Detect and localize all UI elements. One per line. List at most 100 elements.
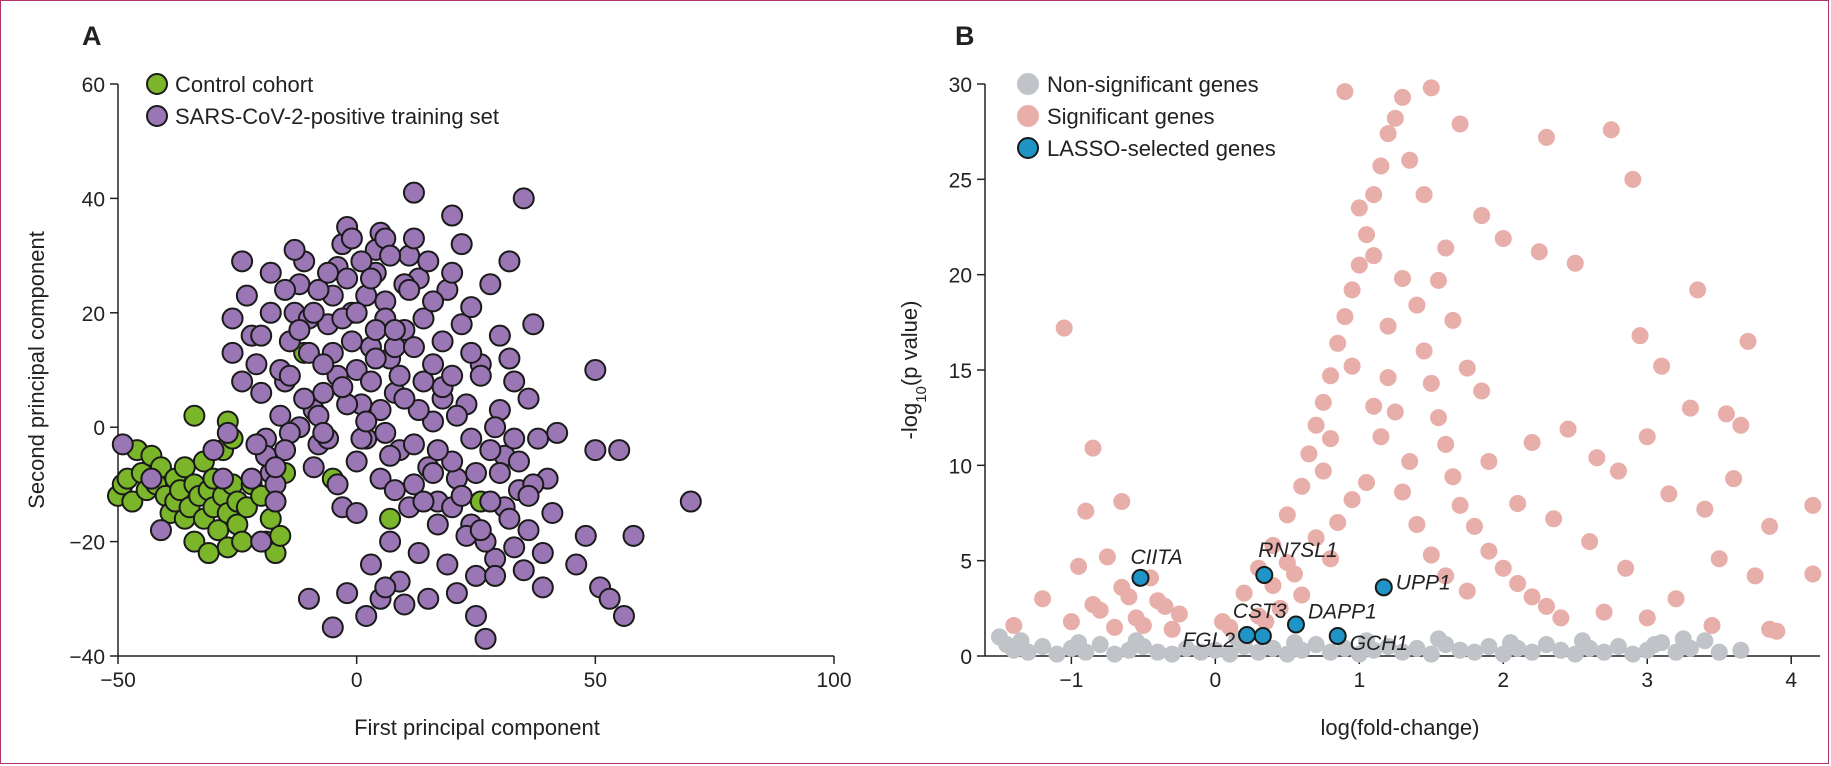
non-significant-gene-point [1451,641,1469,659]
sars-cov-2-point [484,416,507,439]
y-tick-label: 0 [93,417,105,440]
control-cohort-point [183,530,206,553]
control-cohort-point [183,404,206,427]
y-tick-label: 15 [949,360,972,383]
significant-gene-point [1415,186,1433,204]
sars-cov-2-point [336,267,359,290]
significant-gene-point [1221,618,1239,636]
sars-cov-2-point [331,376,354,399]
non-significant-gene-point [1034,637,1052,655]
panel-a-y-label: Second principal component [24,231,49,509]
sars-cov-2-point [450,484,473,507]
significant-gene-point [1537,128,1555,146]
x-tick-label: 3 [1641,669,1653,692]
significant-gene-point [1602,121,1620,139]
panel-b-points [990,79,1822,663]
significant-gene-point [1300,445,1318,463]
sars-cov-2-point [498,347,521,370]
significant-gene-point [1329,334,1347,352]
sars-cov-2-point [374,421,397,444]
y-tick-label: −20 [69,532,105,555]
sars-cov-2-point [402,336,425,359]
sars-cov-2-point [498,250,521,273]
panel-b-label: B [955,21,975,51]
lasso-gene-point [1255,565,1274,584]
significant-gene-point [1163,620,1181,638]
sars-cov-2-point [355,410,378,433]
significant-gene-point [1437,567,1455,585]
significant-gene-point [1343,357,1361,375]
significant-gene-point [1761,517,1779,535]
sars-cov-2-point [541,502,564,524]
sars-cov-2-point [512,559,535,582]
sars-cov-2-point [565,553,588,576]
non-significant-gene-point [1019,643,1037,661]
sars-cov-2-point [460,296,483,319]
significant-gene-point [1710,550,1728,568]
control-cohort-point [235,496,258,519]
non-significant-gene-point [1465,643,1483,661]
significant-gene-point [1408,515,1426,533]
sars-cov-2-point [479,273,502,296]
sars-cov-2-point [450,313,473,336]
significant-gene-point [1113,578,1131,596]
significant-gene-point [1358,226,1376,244]
sars-cov-2-point [340,227,363,250]
significant-gene-point [1379,369,1397,387]
sars-cov-2-point [398,278,421,301]
significant-gene-point [1034,590,1052,608]
gene-label: UPP1 [1396,571,1451,594]
significant-gene-point [1077,502,1095,520]
sars-cov-2-point [326,473,349,496]
sars-cov-2-point [507,450,530,473]
significant-gene-point [1523,433,1541,451]
non-significant-gene-point [1307,636,1325,654]
sars-cov-2-point [250,530,273,553]
lasso-gene-point [1374,578,1393,597]
sars-cov-2-point [302,301,325,324]
significant-gene-point [1444,468,1462,486]
sars-cov-2-point [345,502,368,524]
sars-cov-2-point [417,250,440,273]
sars-cov-2-point [359,370,382,393]
sars-cov-2-point [417,587,440,610]
sars-cov-2-point [269,404,292,427]
non-significant-gene-point [1523,643,1541,661]
y-tick-label: 60 [82,74,105,97]
sars-cov-2-point [407,542,430,565]
significant-gene-point [1322,367,1340,385]
panel-b-y-label: -log10(p value) [897,301,930,440]
significant-gene-point [1235,584,1253,602]
gene-label: CST3 [1233,600,1287,623]
sars-cov-2-point [359,553,382,576]
sars-cov-2-point [149,519,172,542]
significant-gene-point [1509,494,1527,512]
non-significant-gene-point [1149,643,1167,661]
sars-cov-2-point [422,410,445,433]
sars-cov-2-point [379,530,402,553]
sars-cov-2-point [297,341,320,364]
significant-gene-point [1322,430,1340,448]
significant-gene-point [1451,496,1469,514]
significant-gene-point [1170,605,1188,623]
sars-cov-2-point [465,564,487,587]
sars-cov-2-point [522,313,545,336]
sars-cov-2-point [426,513,449,536]
sars-cov-2-point [379,244,402,267]
sars-cov-2-point [345,301,368,324]
non-significant-gene-point [1566,645,1584,663]
sars-cov-2-point [235,284,258,307]
significant-gene-point [1465,517,1483,535]
non-significant-gene-point [1573,632,1591,650]
significant-gene-point [1084,596,1102,614]
significant-gene-point [1595,603,1613,621]
sars-cov-2-point [512,187,535,210]
significant-gene-point [1703,616,1721,634]
sars-cov-2-point [517,519,540,542]
non-significant-gene-point [1358,632,1376,650]
significant-gene-point [1494,229,1512,247]
lasso-gene-point [1253,626,1272,645]
significant-gene-point [1329,514,1347,532]
non-significant-gene-point [1422,645,1440,663]
significant-gene-point [1264,536,1282,554]
